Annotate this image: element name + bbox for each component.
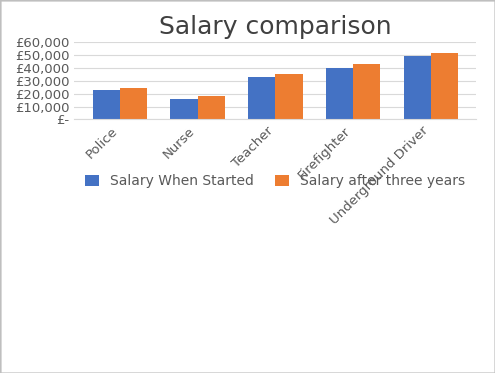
Bar [431, 53, 458, 119]
Bar [198, 96, 225, 119]
Bar [353, 63, 380, 119]
Bar [275, 75, 302, 119]
Bar [93, 90, 120, 119]
Bar [403, 56, 431, 119]
Bar [248, 77, 275, 119]
Bar [170, 99, 198, 119]
Bar [120, 88, 147, 119]
Bar [326, 68, 353, 119]
Title: Salary comparison: Salary comparison [159, 15, 392, 39]
Legend: Salary When Started, Salary after three years: Salary When Started, Salary after three … [80, 169, 471, 194]
